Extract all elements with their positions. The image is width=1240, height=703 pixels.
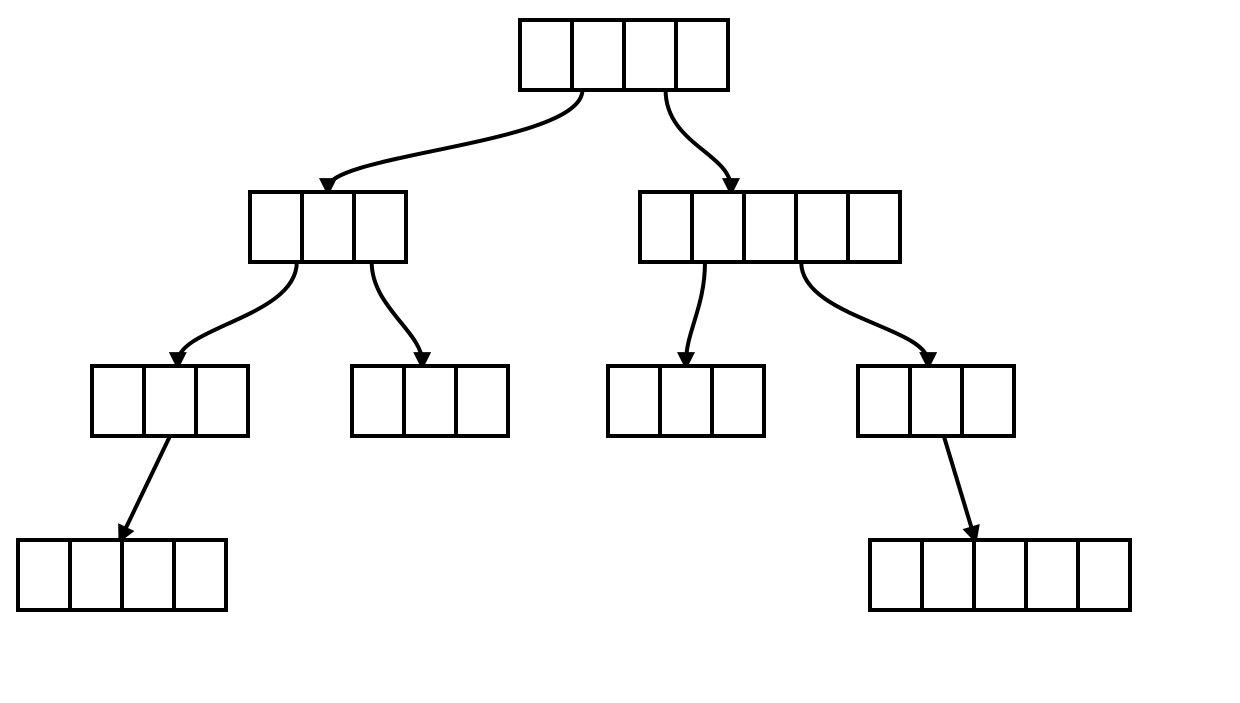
edge-l1_right-l2_c: [686, 262, 705, 362]
edge-l1_left-l2_b: [372, 262, 423, 362]
edge-l1_left-l2_a: [178, 262, 297, 362]
edge-root-l1_right: [666, 90, 731, 188]
node-l2_c: [608, 366, 764, 436]
edge-l2_a-l3_left: [122, 436, 170, 536]
edges-layer: [122, 90, 974, 536]
node-l3_right: [870, 540, 1130, 610]
edge-root-l1_left: [328, 90, 582, 188]
node-root: [520, 20, 728, 90]
tree-diagram: [0, 0, 1240, 703]
node-l1_right: [640, 192, 900, 262]
edge-l1_right-l2_d: [801, 262, 928, 362]
node-l3_left: [18, 540, 226, 610]
node-l1_left: [250, 192, 406, 262]
node-l2_a: [92, 366, 248, 436]
node-l2_b: [352, 366, 508, 436]
edge-l2_d-l3_right: [944, 436, 974, 536]
node-l2_d: [858, 366, 1014, 436]
